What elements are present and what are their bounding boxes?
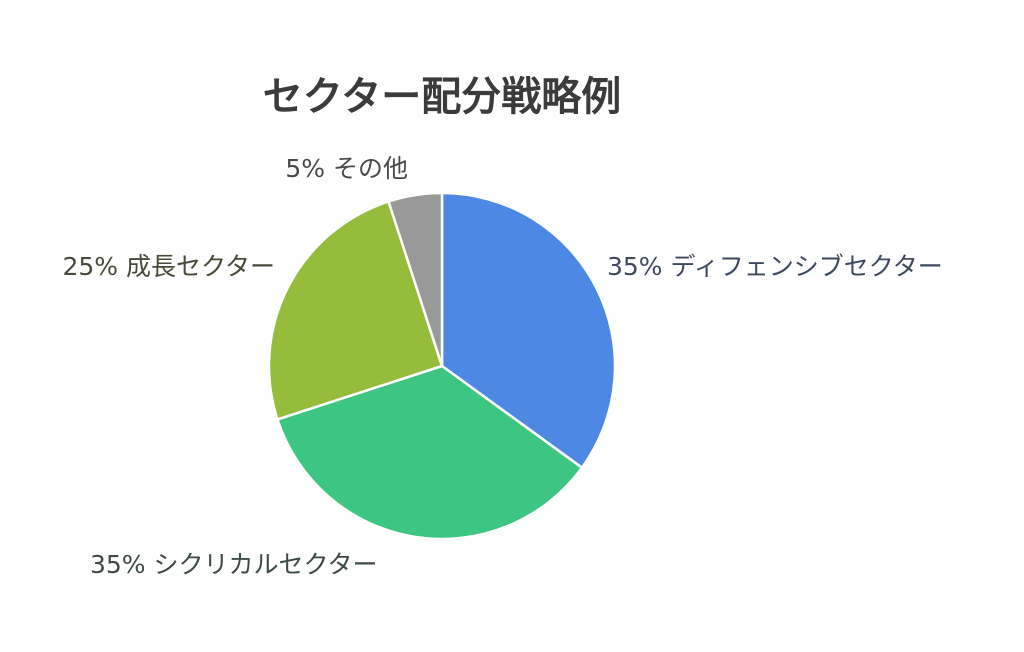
pie-labels: 35% ディフェンシブセクター 35% シクリカルセクター 25% 成長セクター 5%… (62, 154, 942, 579)
pie-slice-3 (267, 200, 444, 421)
chart-title: セクター配分戦略例 (263, 74, 621, 120)
pie-slice-2 (276, 364, 584, 541)
pie-label-2: 35% シクリカルセクター (90, 550, 378, 579)
pie-slice-1 (440, 191, 617, 469)
pie-label-4: 5% その他 (285, 154, 408, 183)
pie-slice-4 (387, 191, 444, 368)
pie-slices (267, 191, 617, 541)
pie-label-1: 35% ディフェンシブセクター (607, 252, 943, 281)
pie-label-3: 25% 成長セクター (62, 252, 275, 281)
